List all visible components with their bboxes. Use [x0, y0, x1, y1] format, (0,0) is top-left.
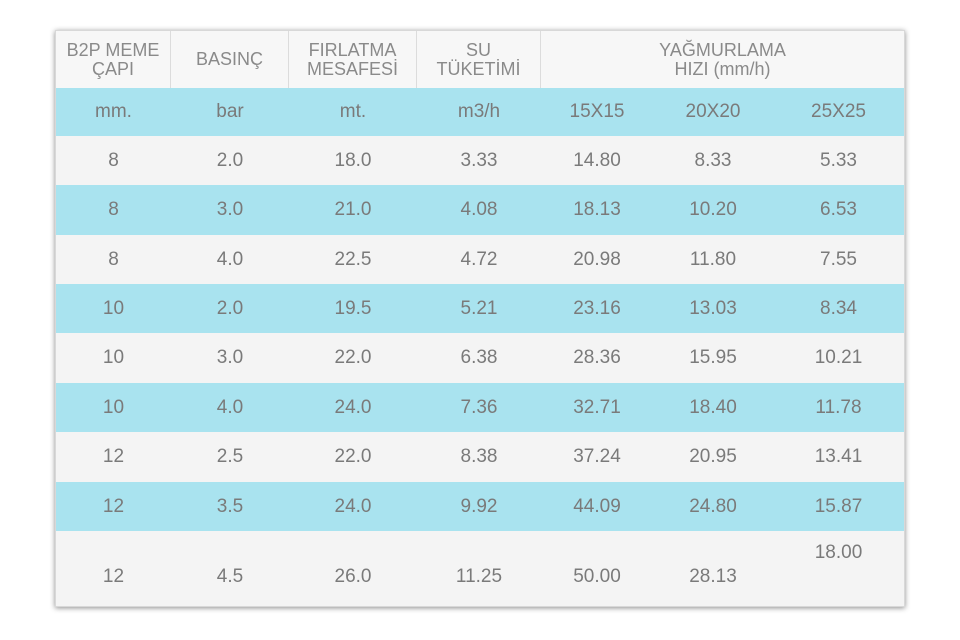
cell: 8.34 [820, 297, 857, 319]
cell: 22.0 [334, 347, 372, 368]
header-text: HIZI (mm/h) [674, 58, 771, 79]
cell: 8 [108, 149, 119, 171]
cell: 8.38 [460, 446, 498, 467]
cell: 12 [102, 565, 125, 587]
cell: 3.33 [460, 149, 498, 171]
cell: 15.95 [689, 347, 737, 368]
cell: 6.38 [460, 347, 498, 368]
cell: 7.55 [820, 248, 857, 270]
cell: 26.0 [334, 565, 372, 587]
cell: 8.33 [694, 149, 732, 171]
header-text: BASINÇ [195, 49, 264, 69]
cell: 37.24 [573, 446, 621, 467]
header-row: B2P MEME ÇAPI BASINÇ FIRLATMA MESAFESİ SU TÜKE… [56, 31, 904, 88]
units-row: mm. bar mt. m3/h 15X15 20X20 25X25 [56, 88, 904, 136]
cell: 20.98 [573, 248, 621, 270]
header-cell: YAĞMURLAMA HIZI (mm/h) [541, 31, 904, 88]
cell: 25X25 [811, 101, 866, 122]
cell: mm. [95, 101, 132, 122]
cell: 22.0 [334, 446, 372, 467]
table: B2P MEME ÇAPI BASINÇ FIRLATMA MESAFESİ SU TÜKE… [55, 30, 905, 607]
cell: 4.0 [216, 248, 244, 270]
cell: 3.0 [216, 347, 244, 368]
cell: 15.87 [814, 495, 863, 517]
header-text: MESAFESİ [306, 58, 399, 79]
header-text: B2P MEME [66, 39, 160, 60]
data-row: 10 3.0 22.0 6.38 28.36 15.95 10.21 [56, 333, 904, 383]
cell: 5.33 [820, 149, 857, 171]
cell: 11.80 [689, 248, 737, 270]
cell: 8 [108, 248, 119, 270]
header-cell: FIRLATMA MESAFESİ [289, 31, 417, 88]
cell: 10 [102, 347, 125, 368]
cell: 2.5 [216, 446, 244, 467]
cell: 9.92 [460, 495, 498, 517]
cell: 10 [102, 396, 125, 418]
header-text: FIRLATMA [308, 39, 397, 60]
cell: 13.03 [689, 297, 737, 319]
cell: 44.09 [573, 495, 621, 517]
data-row: 12 2.5 22.0 8.38 37.24 20.95 13.41 [56, 432, 904, 482]
cell: 21.0 [334, 199, 372, 220]
header-text: SU [465, 39, 491, 60]
cell: 18.0 [334, 149, 372, 171]
data-row: 8 3.0 21.0 4.08 18.13 10.20 6.53 [56, 185, 904, 235]
cell: 3.0 [216, 199, 244, 220]
data-row: 10 2.0 19.5 5.21 23.16 13.03 8.34 [56, 284, 904, 333]
cell: 12 [102, 446, 125, 467]
cell: 22.5 [334, 248, 372, 270]
cell: 15X15 [569, 101, 625, 122]
data-row: 8 4.0 22.5 4.72 20.98 11.80 7.55 [56, 235, 904, 284]
cell: 11.78 [815, 396, 862, 418]
cell: 24.0 [334, 495, 372, 517]
cell: 18.00 [814, 541, 863, 563]
header-cell: BASINÇ [171, 31, 289, 88]
cell: 20.95 [689, 446, 737, 467]
header-text: ÇAPI [91, 58, 134, 79]
cell: 24.0 [334, 396, 372, 418]
cell: 4.0 [216, 396, 244, 418]
cell: 18.40 [689, 396, 737, 418]
cell: 8 [108, 199, 119, 220]
cell: 2.0 [216, 149, 244, 171]
cell: m3/h [457, 101, 501, 122]
cell: 14.80 [573, 149, 621, 171]
cell: 18.13 [573, 199, 621, 220]
cell: 50.00 [573, 565, 621, 587]
header-text: TÜKETİMİ [436, 58, 521, 79]
header-cell: SU TÜKETİMİ [417, 31, 541, 88]
cell: 10.20 [689, 199, 737, 220]
cell: 12 [102, 495, 125, 517]
data-row: 8 2.0 18.0 3.33 14.80 8.33 5.33 [56, 136, 904, 185]
header-text: YAĞMURLAMA [659, 39, 786, 60]
cell: 23.16 [573, 297, 621, 319]
cell: 32.71 [573, 396, 621, 418]
cell: 13.41 [814, 446, 863, 467]
cell: 24.80 [689, 495, 737, 517]
cell: mt. [339, 101, 367, 122]
data-row: 12 3.5 24.0 9.92 44.09 24.80 15.87 [56, 482, 904, 531]
cell: 4.5 [216, 565, 244, 587]
cell: 6.53 [820, 199, 857, 220]
cell: 3.5 [216, 495, 244, 517]
cell: 4.08 [460, 199, 498, 220]
cell: 28.13 [689, 565, 737, 587]
cell: 28.36 [573, 347, 621, 368]
cell: 2.0 [216, 297, 244, 319]
cell: 5.21 [460, 297, 498, 319]
cell: 10 [102, 297, 125, 319]
cell: 7.36 [460, 396, 498, 418]
cell: 19.5 [334, 297, 372, 319]
data-row: 10 4.0 24.0 7.36 32.71 18.40 11.78 [56, 383, 904, 432]
cell: 20X20 [685, 101, 741, 122]
header-cell: B2P MEME ÇAPI [56, 31, 171, 88]
cell: bar [216, 101, 244, 122]
data-row: 12 4.5 26.0 11.25 50.00 28.13 18.00 [56, 531, 904, 606]
cell: 11.25 [455, 565, 503, 587]
cell: 10.21 [814, 347, 863, 368]
cell: 4.72 [460, 248, 498, 270]
